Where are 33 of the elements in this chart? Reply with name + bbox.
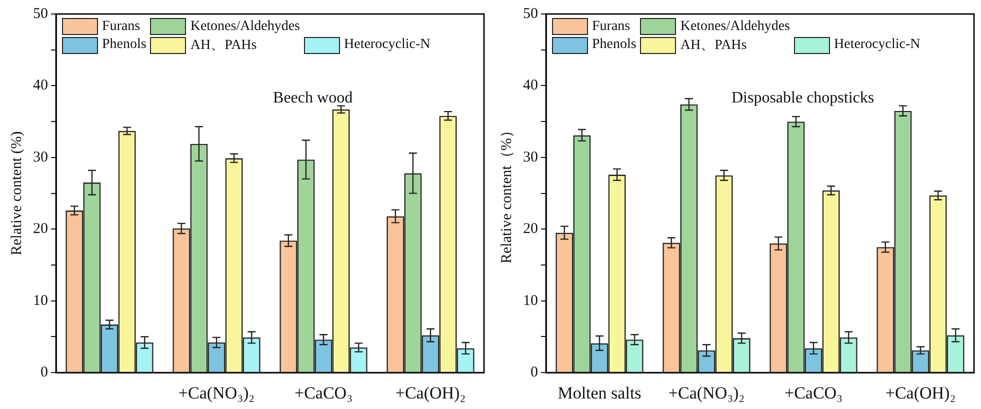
x-tick-label: +Ca(OH)₂ xyxy=(395,383,466,402)
x-tick-label: +Ca(NO₃)₂ xyxy=(668,383,745,402)
y-tick-label: 40 xyxy=(523,78,538,94)
legend-label: AH、PAHs xyxy=(680,37,747,54)
y-tick-label: 30 xyxy=(523,149,538,166)
y-tick-label: 20 xyxy=(523,221,538,238)
text: Disposable chopsticks xyxy=(731,89,874,106)
legend-label: Heterocyclic-N xyxy=(344,37,430,53)
legend-label: Ketones/Aldehydes xyxy=(680,18,790,34)
legend-label: AH、PAHs xyxy=(190,37,257,54)
legend-label: Heterocyclic-N xyxy=(834,37,920,53)
y-axis-title: Relative content（%） xyxy=(498,123,515,264)
y-tick-label: 10 xyxy=(523,292,538,309)
y-tick-label: 0 xyxy=(530,364,538,381)
x-tick-label: +CaCO₃ xyxy=(294,383,353,402)
legend-label: Furans xyxy=(102,18,140,34)
x-tick-label: +Ca(OH)₂ xyxy=(885,383,956,402)
legend-label: Furans xyxy=(592,18,630,34)
legend-label: Phenols xyxy=(592,37,636,53)
legend-label: Phenols xyxy=(102,37,146,53)
y-tick-label: 20 xyxy=(33,221,48,238)
y-tick-label: 10 xyxy=(33,292,48,309)
y-tick-label: 30 xyxy=(33,149,48,166)
legend-label: Ketones/Aldehydes xyxy=(190,18,300,34)
x-tick-label: Molten salts xyxy=(558,383,642,402)
y-tick-label: 50 xyxy=(33,6,48,22)
y-tick-label: 40 xyxy=(33,78,48,94)
y-axis-title: Relative content (%) xyxy=(8,131,25,256)
text: Beech wood xyxy=(273,89,353,106)
y-tick-label: 50 xyxy=(523,6,538,22)
x-tick-label: +CaCO₃ xyxy=(784,383,843,402)
y-tick-label: 0 xyxy=(40,364,48,381)
x-tick-label: +Ca(NO₃)₂ xyxy=(178,383,255,402)
